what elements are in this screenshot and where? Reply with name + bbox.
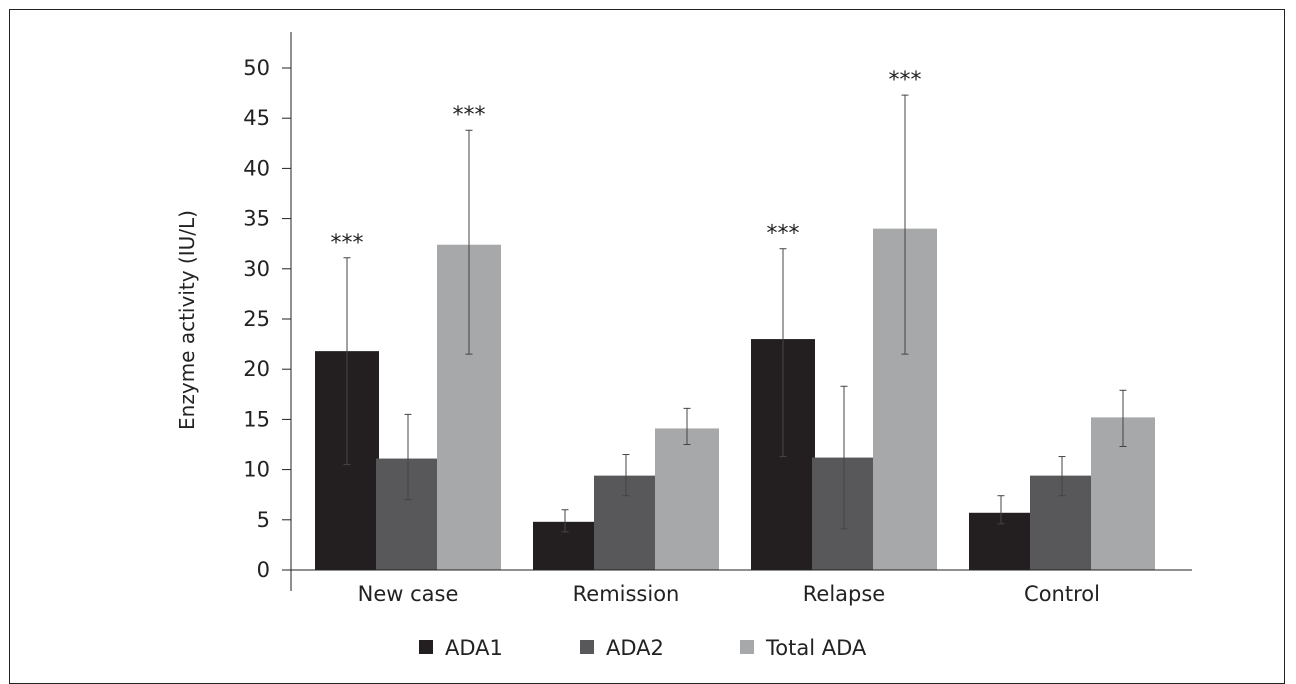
legend: ADA1 ADA2 Total ADA xyxy=(419,636,867,660)
y-axis-title: Enzyme activity (IU/L) xyxy=(175,210,199,430)
x-axis: New case Remission Relapse Control xyxy=(291,569,1192,606)
legend-swatch xyxy=(580,640,594,654)
y-tick-label: 25 xyxy=(243,307,270,331)
legend-label: ADA1 xyxy=(445,636,503,660)
significance-label: *** xyxy=(889,68,922,93)
significance-label: *** xyxy=(331,231,364,256)
bars-group: *** *** *** *** xyxy=(315,68,1155,571)
x-category-label: Relapse xyxy=(803,582,885,606)
y-tick-label: 10 xyxy=(243,458,270,482)
y-tick-label: 30 xyxy=(243,257,270,281)
y-axis: 0 5 10 15 20 25 30 35 40 45 50 xyxy=(243,32,292,591)
significance-label: *** xyxy=(453,103,486,128)
legend-swatch xyxy=(740,640,754,654)
y-tick-label: 35 xyxy=(243,207,270,231)
significance-label: *** xyxy=(767,222,800,247)
y-tick-label: 20 xyxy=(243,357,270,381)
x-category-label: Remission xyxy=(573,582,680,606)
y-tick-label: 0 xyxy=(257,558,270,582)
y-tick-label: 40 xyxy=(243,156,270,180)
x-category-label: Control xyxy=(1024,582,1100,606)
y-tick-label: 15 xyxy=(243,407,270,431)
y-tick-label: 45 xyxy=(243,106,270,130)
legend-swatch xyxy=(419,640,433,654)
y-tick-label: 5 xyxy=(257,508,270,532)
legend-label: ADA2 xyxy=(606,636,664,660)
bar xyxy=(655,428,719,570)
legend-label: Total ADA xyxy=(765,636,867,660)
y-tick-label: 50 xyxy=(243,56,270,80)
x-category-label: New case xyxy=(358,582,459,606)
